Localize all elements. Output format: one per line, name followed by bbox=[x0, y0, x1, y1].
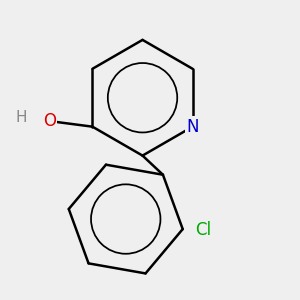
Text: O: O bbox=[43, 112, 56, 130]
Text: H: H bbox=[16, 110, 27, 125]
Text: N: N bbox=[186, 118, 199, 136]
Text: Cl: Cl bbox=[195, 221, 211, 239]
